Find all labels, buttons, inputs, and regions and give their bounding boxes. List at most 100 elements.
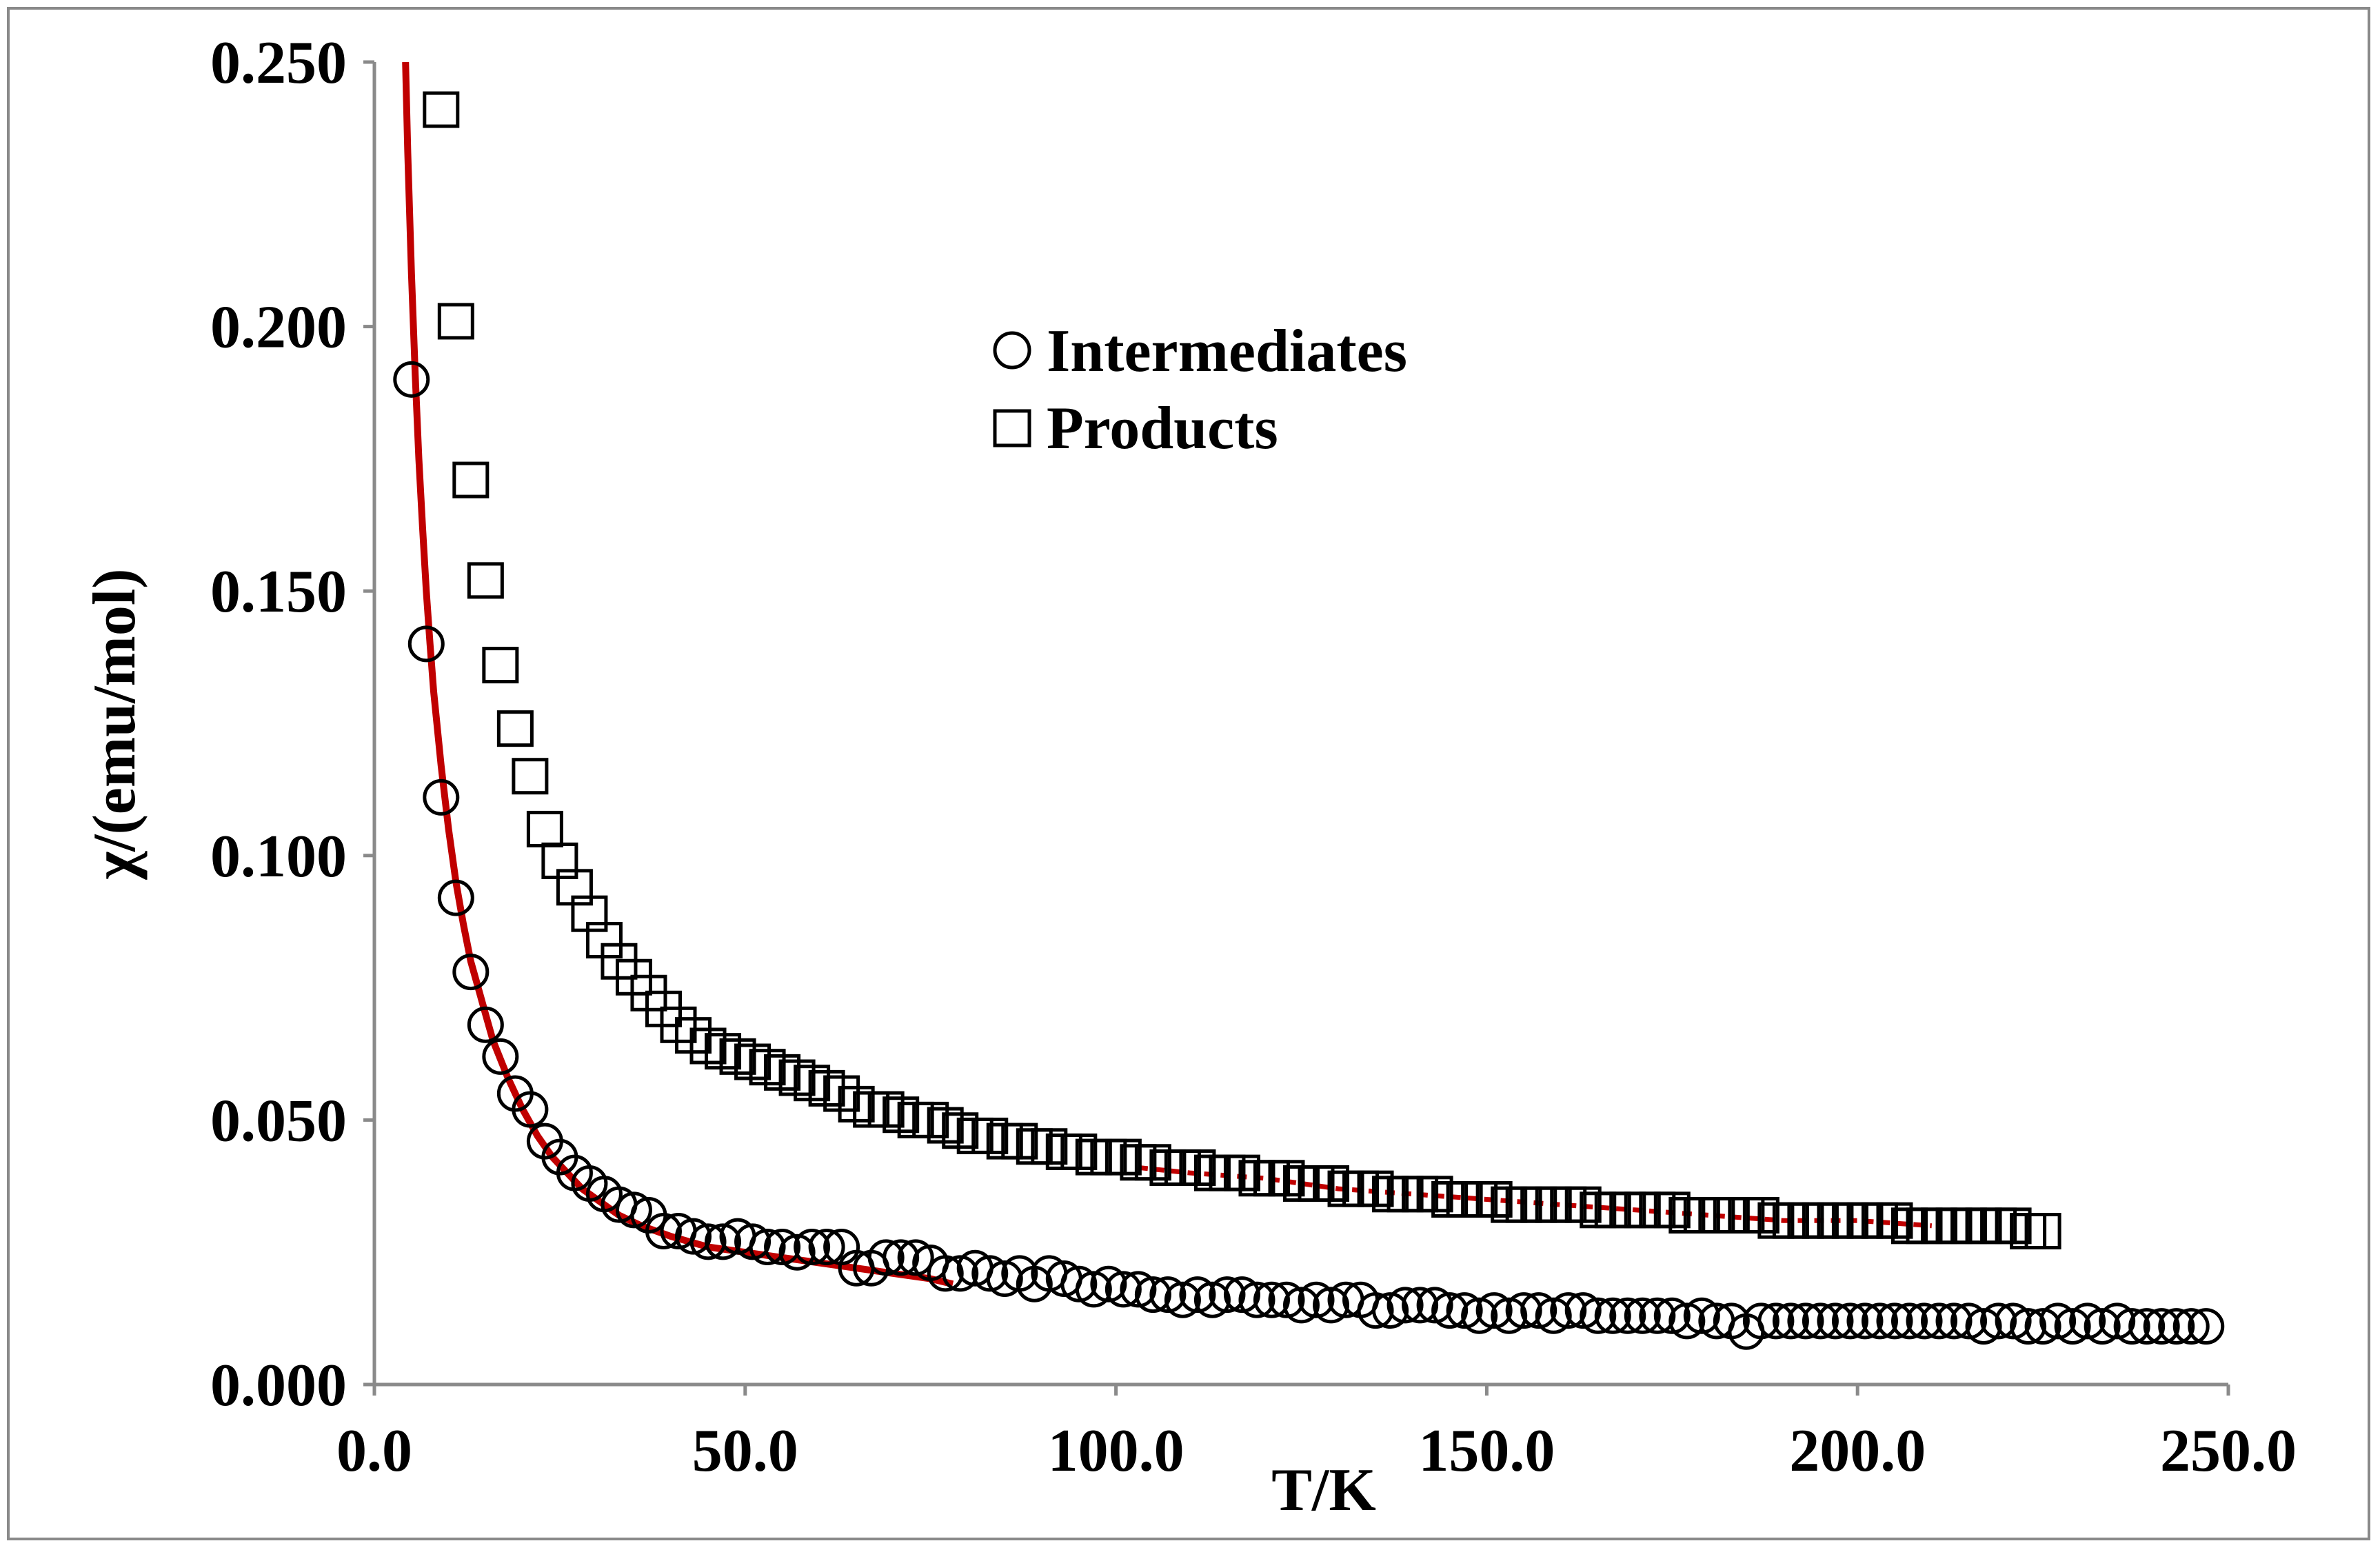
products-point xyxy=(423,91,460,128)
intermediates-point xyxy=(1935,1302,1973,1340)
products-point xyxy=(496,710,534,747)
intermediates-point xyxy=(942,1255,979,1292)
intermediates-point xyxy=(689,1223,727,1260)
intermediates-point xyxy=(1890,1302,1928,1340)
intermediates-point xyxy=(1846,1302,1884,1340)
x-tick-label: 250.0 xyxy=(2160,1418,2297,1484)
intermediates-point xyxy=(1475,1292,1513,1329)
intermediates-point xyxy=(1238,1281,1275,1318)
intermediates-point xyxy=(2010,1308,2047,1345)
legend-label-products: Products xyxy=(1047,395,1278,462)
intermediates-point xyxy=(1372,1292,1409,1329)
intermediates-point xyxy=(2143,1308,2180,1345)
intermediates-point xyxy=(1402,1287,1439,1324)
intermediates-point xyxy=(1564,1292,1602,1329)
intermediates-point xyxy=(1535,1297,1572,1334)
intermediates-point xyxy=(1075,1271,1112,1308)
intermediates-point xyxy=(2069,1302,2106,1340)
intermediates-point xyxy=(1060,1265,1098,1302)
intermediates-point xyxy=(1283,1287,1320,1324)
intermediates-point xyxy=(1446,1292,1483,1329)
intermediates-point xyxy=(1105,1271,1142,1308)
intermediates-point xyxy=(407,625,445,663)
intermediates-point xyxy=(1580,1297,1617,1334)
x-tick-label: 0.0 xyxy=(336,1418,412,1484)
fit-lines xyxy=(402,61,1933,1288)
intermediates-point xyxy=(1491,1297,1528,1334)
intermediates-point xyxy=(2158,1308,2195,1345)
products-point xyxy=(467,562,504,599)
y-tick-label: 0.100 xyxy=(210,823,347,890)
x-axis-title: T/K xyxy=(1271,1457,1376,1524)
intermediates-point xyxy=(794,1229,831,1266)
intermediates-point xyxy=(1921,1302,1958,1340)
intermediates-point xyxy=(1980,1302,2017,1340)
legend: Intermediates Products xyxy=(993,318,1407,462)
intermediates-point xyxy=(883,1239,920,1276)
intermediates-point xyxy=(452,954,490,991)
intermediates-point xyxy=(2128,1308,2166,1345)
intermediates-point xyxy=(1268,1281,1305,1318)
intermediates-point xyxy=(1193,1281,1231,1318)
x-tick-label: 100.0 xyxy=(1048,1418,1184,1484)
x-tick-label: 200.0 xyxy=(1789,1418,1926,1484)
intermediates-point xyxy=(749,1229,786,1266)
products-point xyxy=(452,461,490,499)
intermediates-point xyxy=(1876,1302,1913,1340)
intermediates-point xyxy=(2172,1308,2210,1345)
intermediates-point xyxy=(1298,1281,1335,1318)
intermediates-point xyxy=(1906,1302,1943,1340)
intermediates-point xyxy=(1134,1276,1171,1314)
y-tick-label: 0.250 xyxy=(210,30,347,97)
intermediates-point xyxy=(1461,1297,1498,1334)
intermediates-point xyxy=(986,1260,1023,1298)
intermediates-point xyxy=(1090,1265,1127,1302)
intermediates-point xyxy=(1609,1297,1646,1334)
intermediates-point xyxy=(1772,1302,1809,1340)
intermediates-point xyxy=(2188,1308,2225,1345)
intermediates-point xyxy=(1653,1297,1691,1334)
intermediates-point xyxy=(1995,1302,2032,1340)
intermediates-point xyxy=(971,1255,1009,1292)
products-point xyxy=(482,647,519,684)
intermediates-point xyxy=(1683,1297,1720,1334)
intermediates-point xyxy=(1253,1281,1290,1318)
intermediates-point xyxy=(675,1218,712,1255)
intermediates-point xyxy=(1149,1276,1187,1314)
intermediates-point xyxy=(437,879,474,916)
intermediates-point xyxy=(645,1213,682,1250)
intermediates-point xyxy=(1817,1302,1854,1340)
intermediates-point xyxy=(1787,1302,1824,1340)
intermediates-point xyxy=(1550,1292,1587,1329)
intermediates-point xyxy=(778,1234,816,1271)
intermediates-point xyxy=(393,361,430,398)
intermediates-point xyxy=(1861,1302,1898,1340)
intermediates-point xyxy=(1520,1292,1557,1329)
x-tick-label: 150.0 xyxy=(1418,1418,1555,1484)
intermediates-point xyxy=(2054,1308,2091,1345)
intermediates-point xyxy=(1120,1271,1157,1308)
intermediates-point xyxy=(1950,1302,1988,1340)
intermediates-point xyxy=(1742,1302,1779,1340)
intermediates-point xyxy=(1624,1297,1661,1334)
intermediates-point xyxy=(927,1255,964,1292)
intermediates-point xyxy=(1965,1308,2002,1345)
legend-square-icon xyxy=(993,409,1031,447)
intermediates-point xyxy=(1357,1292,1394,1329)
intermediates-point xyxy=(423,778,460,816)
intermediates-point xyxy=(2039,1302,2077,1340)
intermediates-point xyxy=(2113,1308,2150,1345)
intermediates-point xyxy=(2024,1308,2061,1345)
intermediates-point xyxy=(808,1229,845,1266)
intermediates-point xyxy=(764,1229,801,1266)
intermediates-point xyxy=(1594,1297,1631,1334)
y-axis-title: χ/(emu/mol) xyxy=(81,568,148,880)
intermediates-point xyxy=(615,1191,652,1229)
intermediates-point xyxy=(467,1006,504,1043)
products-point xyxy=(2024,1213,2061,1250)
intermediates-point xyxy=(1757,1302,1795,1340)
y-tick-label: 0.000 xyxy=(210,1352,347,1419)
intermediates-point xyxy=(1313,1287,1350,1324)
intermediates-point xyxy=(1209,1276,1246,1314)
